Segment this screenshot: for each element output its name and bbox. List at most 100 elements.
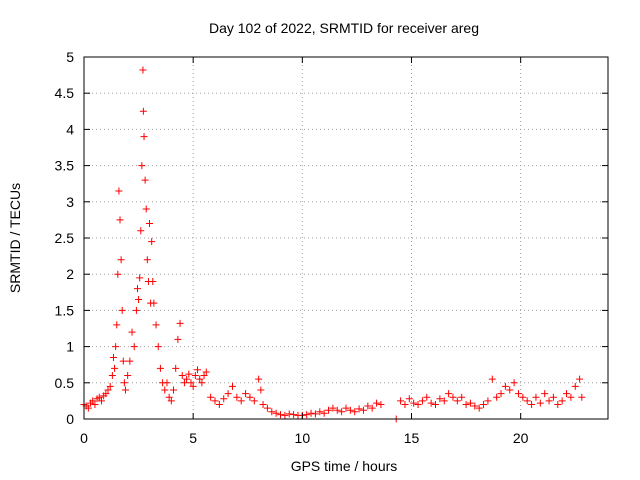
data-point: [410, 399, 418, 407]
data-point: [200, 372, 208, 380]
data-point: [576, 375, 584, 383]
data-point: [290, 411, 298, 419]
data-point: [132, 306, 140, 314]
data-point: [333, 406, 341, 414]
data-point: [161, 386, 169, 394]
data-point: [571, 382, 579, 390]
data-point: [338, 408, 346, 416]
data-point: [120, 379, 128, 387]
data-point: [368, 404, 376, 412]
data-point: [250, 397, 258, 405]
data-point: [257, 386, 265, 394]
data-point: [277, 411, 284, 419]
data-point: [342, 404, 350, 412]
data-point: [224, 390, 232, 398]
data-point: [303, 411, 311, 419]
x-tick-label: 15: [404, 430, 420, 446]
data-point: [140, 133, 148, 141]
data-point: [510, 379, 518, 387]
data-point: [311, 410, 319, 418]
data-point: [207, 393, 215, 401]
data-point: [139, 66, 147, 74]
data-point: [514, 390, 522, 398]
data-point: [436, 395, 444, 403]
data-point: [466, 399, 474, 407]
data-point: [115, 187, 123, 195]
data-point: [121, 386, 129, 394]
data-point: [281, 411, 289, 419]
data-point: [104, 386, 112, 394]
x-tick-label: 0: [80, 430, 88, 446]
y-tick-label: 2.5: [55, 230, 75, 246]
data-point: [139, 107, 147, 115]
data-point: [272, 409, 280, 417]
data-point: [377, 401, 385, 409]
data-point: [228, 382, 236, 390]
data-point: [137, 227, 145, 235]
data-point: [180, 379, 188, 387]
data-point: [117, 256, 125, 264]
data-point: [138, 162, 146, 170]
data-point: [130, 343, 138, 351]
data-point: [493, 393, 501, 401]
data-point: [220, 395, 228, 403]
data-point: [174, 335, 182, 343]
data-point: [215, 401, 223, 409]
data-point: [136, 274, 144, 282]
data-point: [536, 399, 544, 407]
data-point: [185, 370, 193, 378]
data-point: [178, 372, 186, 380]
data-point: [263, 404, 271, 412]
data-point: [191, 372, 199, 380]
x-tick-label: 20: [513, 430, 529, 446]
data-point: [567, 393, 575, 401]
data-point: [501, 382, 509, 390]
data-point: [268, 408, 276, 416]
y-tick-label: 3.5: [55, 158, 75, 174]
data-point: [445, 390, 453, 398]
data-point: [91, 401, 99, 409]
data-point: [176, 319, 184, 327]
y-tick-label: 5: [66, 49, 74, 65]
data-point: [480, 401, 488, 409]
x-tick-label: 10: [295, 430, 311, 446]
data-point: [506, 386, 514, 394]
data-point: [405, 395, 413, 403]
data-point: [149, 277, 157, 285]
data-point: [427, 399, 435, 407]
data-point: [89, 397, 97, 405]
data-point: [440, 397, 448, 405]
data-point: [453, 397, 461, 405]
data-point: [316, 408, 324, 416]
data-point: [119, 357, 127, 365]
data-point: [233, 393, 241, 401]
data-point: [414, 401, 422, 409]
data-point: [320, 409, 328, 417]
data-point: [401, 401, 409, 409]
data-point: [355, 405, 363, 413]
data-point: [135, 296, 143, 304]
data-point: [237, 397, 245, 405]
data-point: [142, 205, 150, 213]
data-point: [541, 390, 549, 398]
data-point: [152, 321, 160, 329]
axis-ticks: 0 5 10 15 20 0 0.5 1 1.5 2 2.5 3 3.5 4 4.5 5: [55, 49, 608, 446]
y-tick-label: 1: [66, 339, 74, 355]
data-point: [183, 375, 191, 383]
data-point: [156, 364, 164, 372]
data-point: [128, 328, 136, 336]
y-tick-label: 4.5: [55, 85, 75, 101]
y-tick-label: 4: [66, 121, 74, 137]
data-point: [84, 404, 92, 412]
data-point: [124, 372, 132, 380]
y-tick-label: 0: [66, 411, 74, 427]
data-point: [523, 397, 531, 405]
data-point: [563, 390, 571, 398]
data-points: [80, 66, 586, 423]
data-point: [549, 393, 557, 401]
y-tick-label: 2: [66, 266, 74, 282]
data-point: [116, 216, 124, 224]
data-point: [189, 382, 197, 390]
data-point: [246, 393, 254, 401]
data-point: [202, 368, 210, 376]
